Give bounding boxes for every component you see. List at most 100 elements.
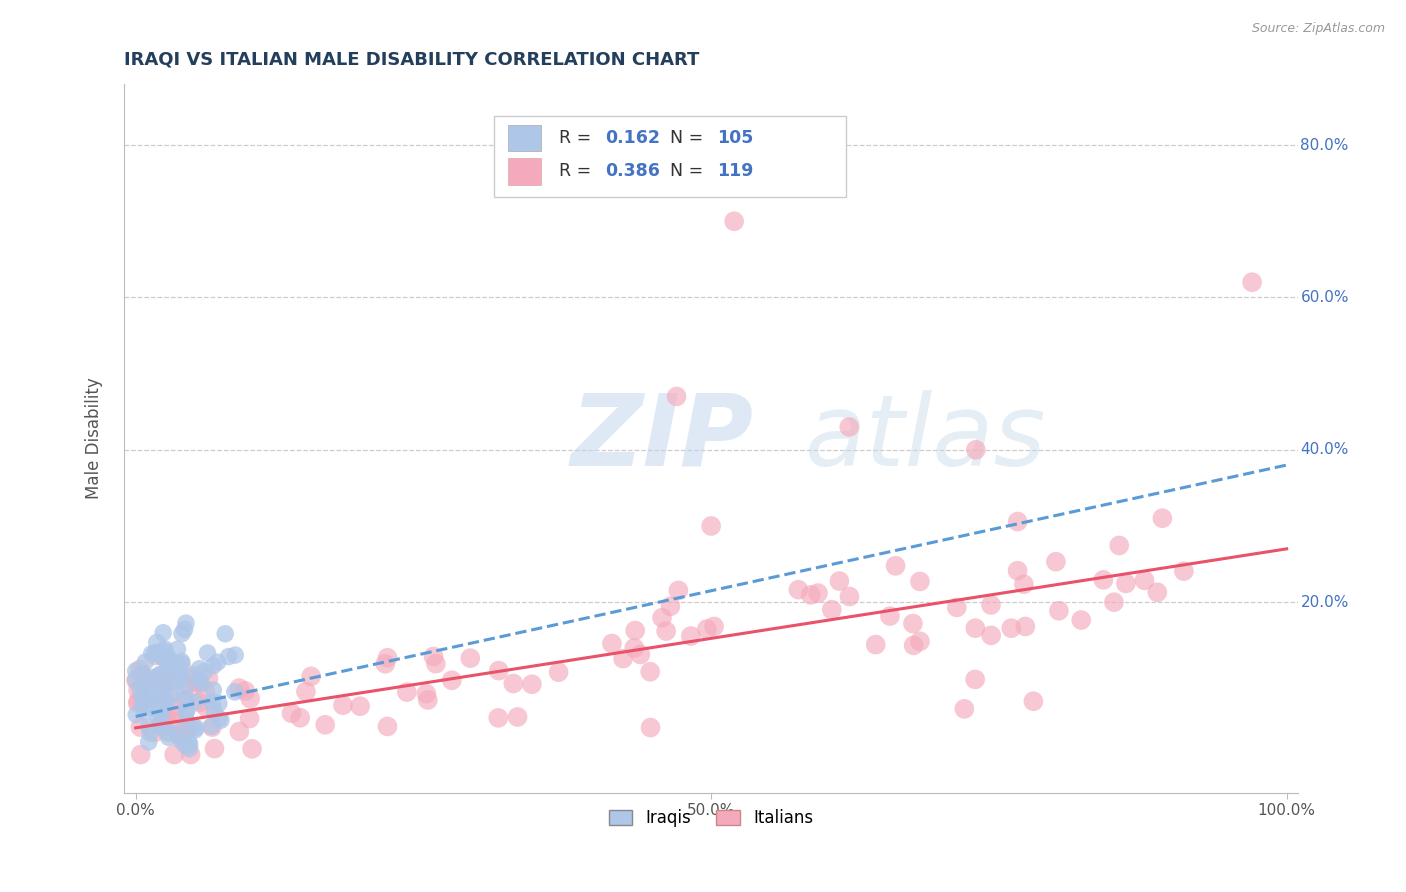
Point [150, 695, 173, 709]
Point [202, 683, 225, 698]
Text: R =: R = [558, 129, 596, 147]
Point [314, 718, 336, 732]
Point [157, 731, 180, 745]
Point [202, 658, 225, 673]
Point [183, 695, 205, 709]
Point [153, 693, 176, 707]
Point [132, 698, 155, 712]
Point [163, 659, 186, 673]
Point [166, 726, 188, 740]
Point [169, 728, 191, 742]
Point [628, 648, 651, 662]
Point [208, 712, 231, 726]
Point [143, 725, 166, 739]
Point [547, 665, 569, 680]
Point [787, 582, 810, 597]
Point [174, 616, 197, 631]
Point [1146, 585, 1168, 599]
Point [156, 661, 179, 675]
Point [134, 655, 156, 669]
Point [195, 701, 218, 715]
Point [415, 687, 437, 701]
Point [150, 673, 173, 687]
Point [908, 574, 931, 589]
Point [214, 626, 236, 640]
Point [174, 739, 197, 753]
Text: 20.0%: 20.0% [1301, 595, 1348, 610]
Point [233, 684, 256, 698]
Point [188, 662, 211, 676]
Point [152, 625, 174, 640]
Point [202, 704, 225, 718]
Point [239, 691, 262, 706]
Point [1007, 515, 1029, 529]
Point [169, 667, 191, 681]
Point [172, 657, 194, 671]
Point [173, 623, 195, 637]
Point [1070, 613, 1092, 627]
Point [1000, 621, 1022, 635]
Point [174, 693, 197, 707]
Point [425, 657, 447, 671]
Point [148, 645, 170, 659]
Point [197, 646, 219, 660]
Point [184, 675, 207, 690]
Point [224, 685, 246, 699]
Point [201, 695, 224, 709]
Point [1012, 577, 1035, 591]
Point [228, 681, 250, 695]
Point [174, 705, 197, 719]
Point [440, 673, 463, 688]
Point [134, 681, 156, 696]
Point [1173, 564, 1195, 578]
Point [150, 649, 173, 664]
Point [180, 720, 202, 734]
Point [700, 519, 723, 533]
Text: 0.162: 0.162 [606, 129, 661, 147]
Point [188, 696, 211, 710]
Legend: Iraqis, Italians: Iraqis, Italians [602, 803, 820, 834]
Point [1102, 595, 1125, 609]
Point [145, 690, 167, 704]
Point [176, 716, 198, 731]
Point [703, 619, 725, 633]
Point [156, 725, 179, 739]
Point [349, 699, 371, 714]
Point [153, 687, 176, 701]
Point [138, 688, 160, 702]
Point [965, 621, 987, 635]
Point [125, 664, 148, 678]
Point [1047, 604, 1070, 618]
Point [209, 713, 232, 727]
Point [422, 649, 444, 664]
Point [141, 673, 163, 688]
Point [194, 684, 217, 698]
Point [170, 626, 193, 640]
Point [139, 700, 162, 714]
Point [204, 741, 226, 756]
Point [170, 670, 193, 684]
Point [149, 717, 172, 731]
Point [884, 558, 907, 573]
Point [157, 670, 180, 684]
Point [901, 616, 924, 631]
Point [640, 721, 662, 735]
Point [696, 622, 718, 636]
Point [224, 648, 246, 662]
FancyBboxPatch shape [508, 125, 541, 152]
Point [150, 707, 173, 722]
Point [141, 675, 163, 690]
Point [486, 711, 509, 725]
Text: 40.0%: 40.0% [1301, 442, 1348, 458]
Point [142, 671, 165, 685]
Point [159, 688, 181, 702]
Point [821, 603, 844, 617]
Text: 119: 119 [717, 162, 754, 180]
Point [828, 574, 851, 588]
Point [150, 718, 173, 732]
Point [163, 664, 186, 678]
Point [173, 712, 195, 726]
Text: R =: R = [558, 162, 596, 180]
Point [1092, 573, 1115, 587]
Point [148, 712, 170, 726]
